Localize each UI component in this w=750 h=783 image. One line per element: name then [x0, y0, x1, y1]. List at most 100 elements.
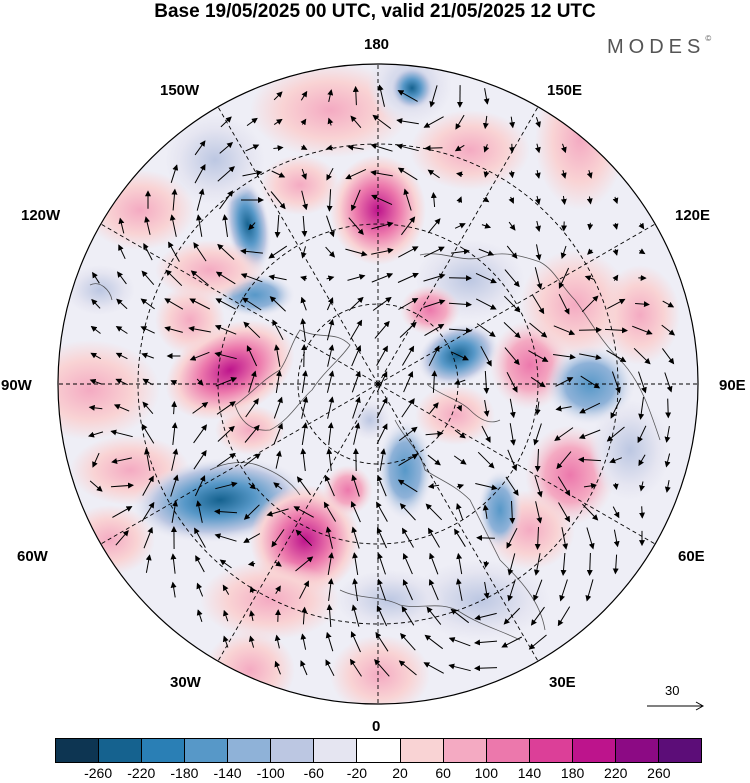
wind-vector	[610, 397, 622, 419]
wind-vector	[348, 217, 364, 236]
colorbar-tick-label: -60	[303, 765, 324, 781]
wind-vector	[275, 585, 281, 595]
wind-vector	[245, 398, 259, 418]
wind-vector	[372, 296, 392, 311]
wind-vector	[374, 658, 390, 677]
wind-vector	[609, 457, 622, 464]
wind-vector	[534, 195, 541, 205]
wind-vector	[482, 115, 489, 130]
wind-vector	[275, 450, 282, 469]
anomaly-patch	[165, 320, 295, 420]
wind-vector	[352, 396, 361, 419]
anomaly-patch	[330, 635, 430, 704]
wind-vector	[450, 608, 470, 624]
wind-vector	[639, 481, 646, 492]
wind-vector	[403, 370, 414, 393]
wind-vector	[325, 631, 334, 652]
wind-vector	[612, 196, 619, 205]
wind-vector	[483, 581, 490, 599]
wind-vector	[431, 370, 438, 393]
wind-vector	[299, 580, 309, 599]
wind-vector	[558, 267, 570, 289]
wind-vector	[396, 143, 419, 152]
latitude-circle	[217, 223, 539, 545]
wind-vector	[509, 398, 516, 419]
wind-vector	[194, 164, 206, 184]
wind-vector	[144, 448, 151, 471]
colorbar-tick-label: -100	[256, 765, 285, 781]
wind-vector	[503, 322, 521, 339]
wind-vector	[323, 501, 337, 522]
wind-vector	[89, 480, 103, 492]
colorbar-tick-label: -140	[213, 765, 242, 781]
wind-vector	[215, 271, 236, 285]
wind-vector	[243, 453, 261, 467]
wind-vector	[170, 553, 177, 574]
wind-vector	[196, 188, 205, 211]
wind-vector	[243, 321, 261, 339]
wind-vector	[635, 301, 650, 308]
wind-vector	[222, 214, 229, 237]
wind-vector	[604, 327, 628, 334]
wind-vector	[506, 527, 518, 549]
wind-vector	[196, 582, 204, 597]
wind-vector	[578, 429, 601, 439]
wind-vector	[423, 246, 445, 258]
wind-vector	[474, 665, 498, 672]
anomaly-patch	[350, 400, 390, 440]
wind-vector	[248, 482, 257, 490]
wind-vector	[142, 378, 153, 386]
wind-vector	[196, 378, 204, 386]
wind-vector	[560, 169, 567, 179]
colorbar-tick-label: -260	[84, 765, 113, 781]
wind-vector	[376, 605, 388, 627]
wind-vector	[326, 167, 334, 181]
wind-vector	[215, 377, 238, 387]
wind-vector	[327, 552, 334, 575]
meridian-line	[100, 383, 379, 545]
wind-vector	[399, 503, 416, 521]
wind-vector	[246, 117, 258, 127]
wind-vector	[170, 581, 177, 598]
colorbar-swatch	[56, 739, 100, 762]
wind-vector	[398, 426, 418, 442]
lon-label-30w: 30W	[170, 674, 201, 691]
wind-vector	[164, 298, 184, 310]
wind-vector	[192, 402, 209, 414]
wind-vector	[371, 272, 394, 283]
wind-vector	[295, 556, 314, 572]
wind-vector	[639, 506, 646, 519]
wind-vector	[116, 298, 128, 310]
anomaly-patch	[200, 560, 340, 640]
wind-vector	[559, 579, 568, 602]
wind-vector	[219, 190, 234, 210]
wind-vector	[91, 298, 101, 309]
wind-vector	[141, 501, 155, 522]
anomaly-patch	[415, 385, 495, 445]
wind-vector	[325, 659, 335, 677]
wind-vector	[92, 452, 100, 468]
colorbar-swatch	[486, 739, 530, 762]
wind-vector	[171, 400, 178, 415]
anomaly-patch	[520, 250, 630, 360]
wind-vector	[638, 371, 647, 394]
wind-vector	[483, 88, 490, 105]
wind-vector	[586, 196, 593, 205]
wind-vector	[508, 170, 515, 179]
wind-vector	[274, 344, 281, 367]
wind-vector	[428, 578, 439, 601]
wind-vector	[142, 401, 154, 415]
wind-vector	[586, 552, 593, 576]
wind-vector	[196, 214, 203, 237]
colorbar-tick-label: 60	[435, 765, 451, 781]
wind-vector	[611, 371, 621, 394]
wind-vector	[326, 370, 335, 393]
wind-vector	[249, 586, 256, 594]
wind-vector	[326, 297, 334, 311]
wind-vector	[379, 448, 386, 471]
wind-vector	[556, 451, 572, 470]
wind-vector	[504, 269, 520, 288]
wind-vector	[300, 144, 308, 150]
wind-vector	[223, 609, 229, 622]
wind-vector	[504, 347, 520, 366]
